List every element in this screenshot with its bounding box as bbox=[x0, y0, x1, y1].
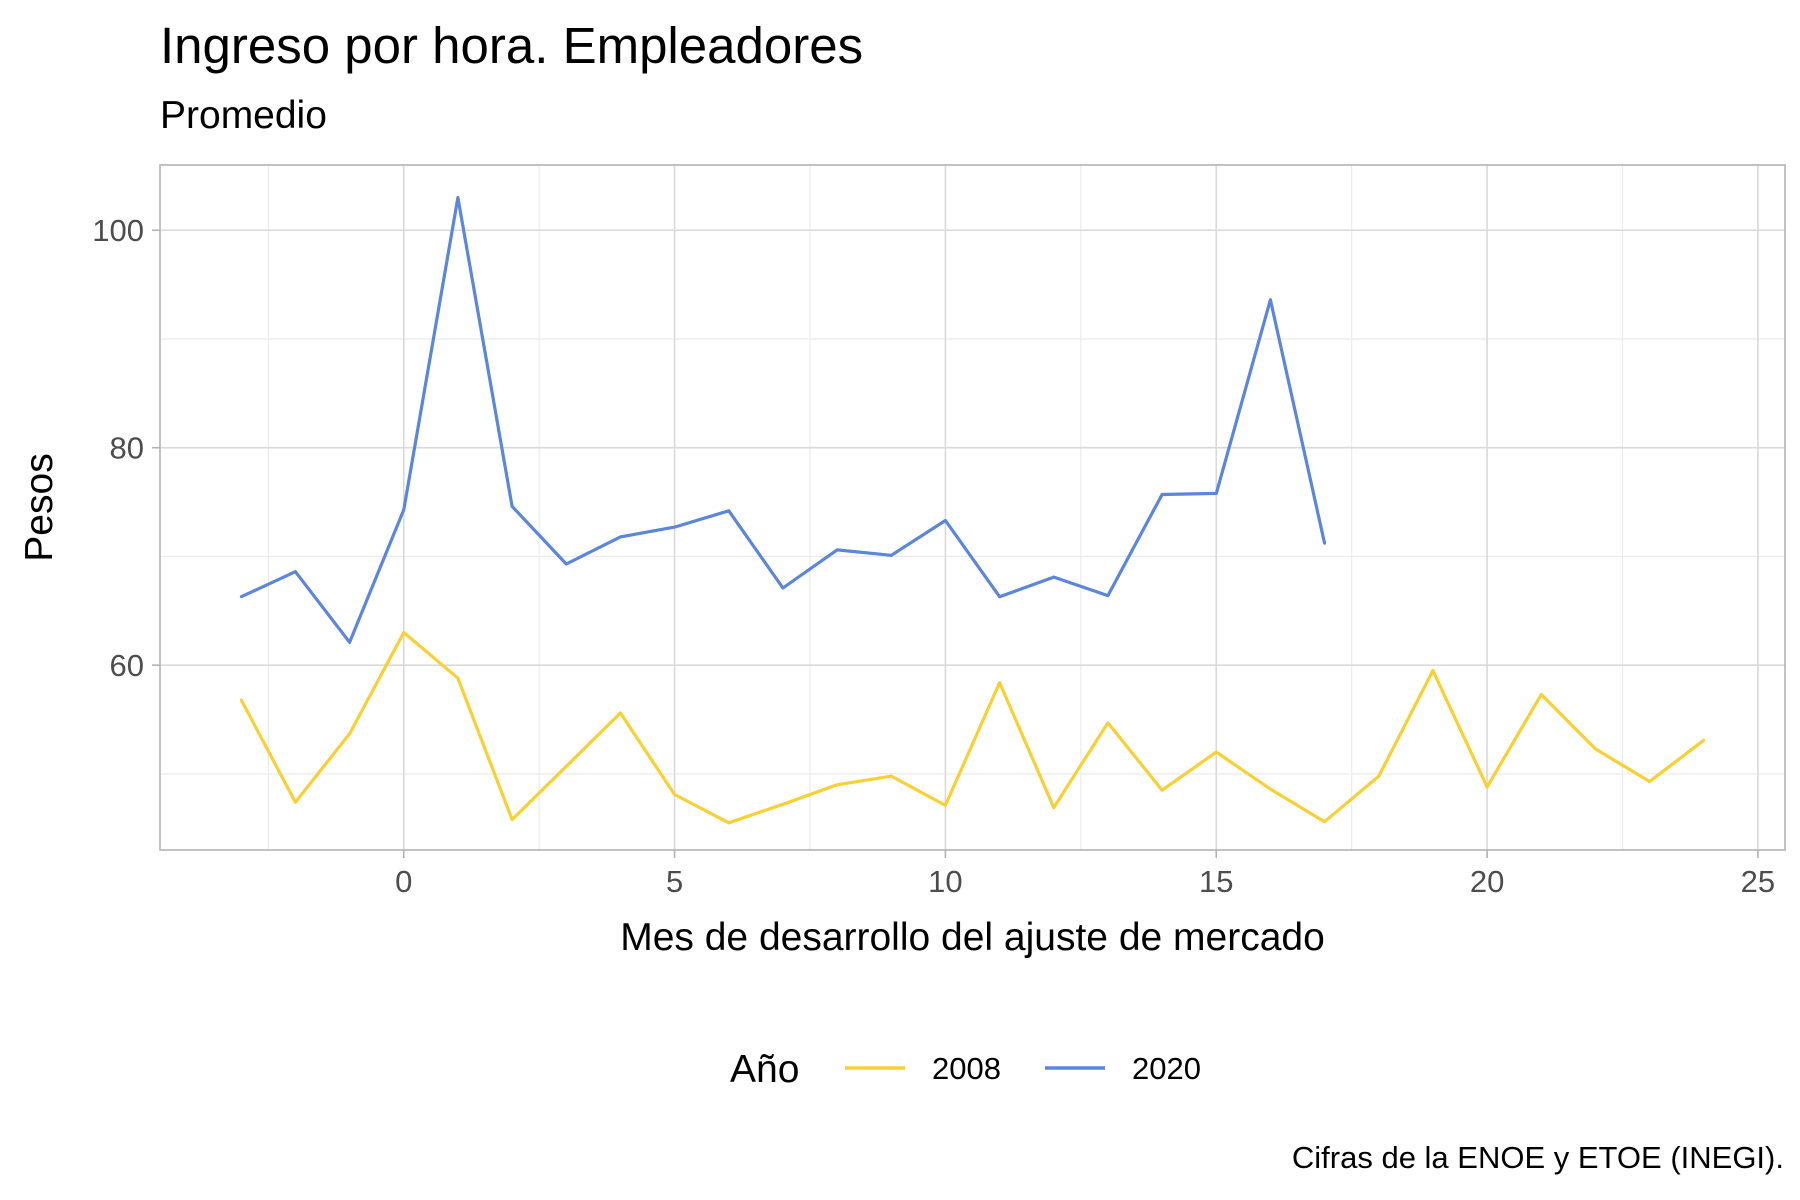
legend-label-2020: 2020 bbox=[1132, 1051, 1201, 1086]
data-point-2008 bbox=[727, 821, 731, 825]
data-point-2008 bbox=[619, 711, 622, 715]
data-point-2020 bbox=[944, 519, 947, 522]
y-axis-title: Pesos bbox=[18, 453, 61, 561]
data-point-2008 bbox=[402, 631, 406, 634]
x-tick-label: 15 bbox=[1199, 864, 1233, 899]
x-tick-label: 0 bbox=[395, 864, 412, 899]
x-tick-label: 25 bbox=[1741, 864, 1775, 899]
chart-subtitle: Promedio bbox=[160, 94, 327, 137]
data-point-2008 bbox=[889, 774, 893, 778]
data-point-2008 bbox=[944, 804, 947, 807]
data-point-2008 bbox=[1269, 787, 1272, 791]
data-point-2020 bbox=[1214, 491, 1218, 495]
data-point-2008 bbox=[781, 802, 785, 806]
data-point-2020 bbox=[998, 595, 1001, 599]
data-point-2020 bbox=[294, 570, 297, 574]
data-point-2020 bbox=[727, 509, 731, 513]
series-layer bbox=[239, 196, 1706, 825]
data-point-2008 bbox=[1485, 785, 1489, 789]
x-axis-title: Mes de desarrollo del ajuste de mercado bbox=[620, 916, 1325, 959]
data-point-2008 bbox=[1702, 738, 1706, 742]
data-point-2020 bbox=[835, 548, 839, 552]
axis-tick-labels: 0 5 10 15 20 25 60 80 100 bbox=[92, 213, 1775, 899]
data-point-2020 bbox=[1269, 298, 1272, 302]
data-point-2020 bbox=[1052, 575, 1056, 579]
plot-panel-border bbox=[159, 164, 1786, 851]
axis-ticks bbox=[152, 229, 1759, 858]
data-point-2008 bbox=[239, 698, 243, 702]
series-line-2008 bbox=[239, 630, 1705, 825]
data-point-2008 bbox=[1648, 780, 1651, 783]
data-point-2020 bbox=[456, 196, 460, 200]
data-point-2020 bbox=[564, 562, 568, 566]
x-tick-label: 10 bbox=[928, 864, 962, 899]
data-point-2008 bbox=[1377, 774, 1381, 778]
legend-label-2008: 2008 bbox=[932, 1051, 1001, 1086]
data-point-2008 bbox=[1106, 721, 1110, 725]
y-tick-label: 60 bbox=[110, 648, 144, 683]
data-point-2020 bbox=[673, 525, 676, 529]
data-point-2008 bbox=[1323, 820, 1326, 824]
data-point-2008 bbox=[1052, 806, 1056, 809]
data-point-2008 bbox=[348, 732, 351, 736]
data-point-2008 bbox=[673, 793, 676, 796]
data-point-2008 bbox=[564, 764, 568, 768]
data-point-2020 bbox=[1106, 594, 1110, 597]
chart-title: Ingreso por hora. Empleadores bbox=[160, 17, 864, 74]
x-tick-label: 20 bbox=[1470, 864, 1504, 899]
data-point-2008 bbox=[835, 783, 839, 787]
y-tick-label: 80 bbox=[110, 431, 144, 466]
data-point-2008 bbox=[294, 800, 297, 804]
data-point-2008 bbox=[510, 818, 514, 821]
legend-title: Año bbox=[730, 1048, 799, 1091]
legend: Año 2008 2020 bbox=[730, 1048, 1201, 1091]
data-point-2008 bbox=[998, 681, 1001, 684]
y-tick-label: 100 bbox=[92, 213, 144, 248]
data-point-2008 bbox=[456, 676, 460, 680]
data-point-2008 bbox=[1431, 669, 1435, 672]
data-point-2008 bbox=[1214, 750, 1218, 754]
data-point-2008 bbox=[1539, 693, 1543, 696]
data-point-2020 bbox=[889, 553, 893, 557]
data-point-2020 bbox=[510, 505, 514, 508]
data-point-2020 bbox=[239, 595, 243, 599]
data-point-2020 bbox=[1160, 493, 1164, 496]
data-point-2008 bbox=[1160, 788, 1164, 792]
data-point-2020 bbox=[348, 640, 351, 644]
data-point-2020 bbox=[1323, 541, 1326, 545]
chart-caption: Cifras de la ENOE y ETOE (INEGI). bbox=[1291, 1140, 1784, 1175]
data-point-2020 bbox=[619, 535, 622, 539]
data-point-2020 bbox=[781, 586, 785, 590]
x-tick-label: 5 bbox=[666, 864, 683, 899]
data-point-2020 bbox=[402, 508, 406, 512]
data-point-2008 bbox=[1594, 747, 1597, 751]
